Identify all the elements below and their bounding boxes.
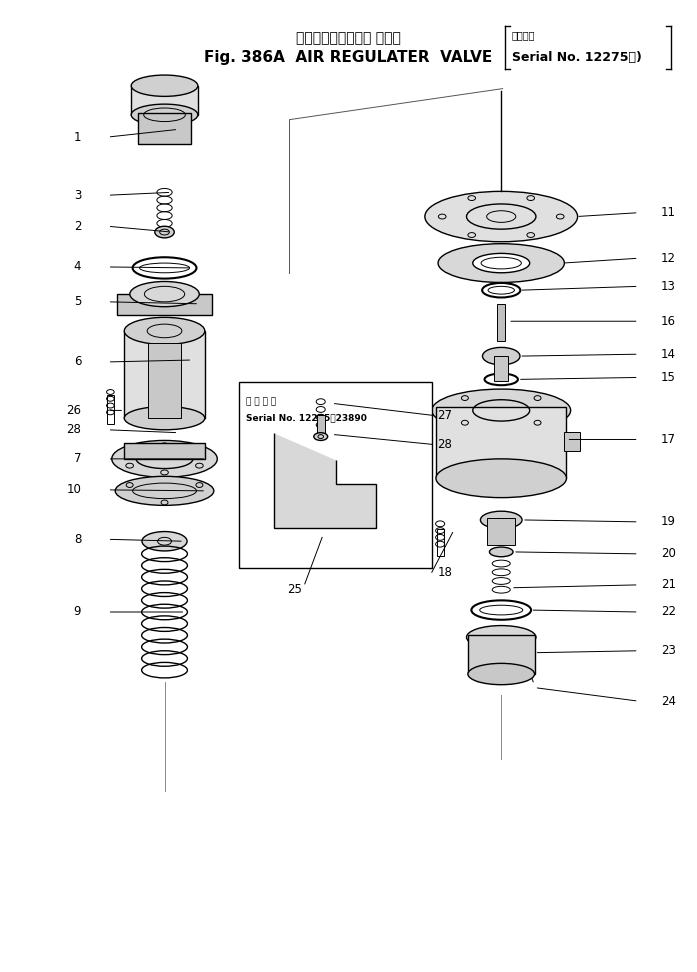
Text: Fig. 386A  AIR REGULATER  VALVE: Fig. 386A AIR REGULATER VALVE	[204, 51, 493, 65]
Text: 21: 21	[661, 578, 676, 591]
Ellipse shape	[436, 459, 567, 498]
Text: 適用号機: 適用号機	[512, 30, 535, 40]
Text: 24: 24	[661, 695, 676, 708]
Text: 14: 14	[661, 348, 676, 361]
Ellipse shape	[314, 433, 328, 440]
Ellipse shape	[124, 317, 205, 344]
Ellipse shape	[432, 389, 571, 432]
Text: 26: 26	[66, 404, 82, 417]
Ellipse shape	[466, 626, 536, 649]
Text: 適 用 号 機: 適 用 号 機	[246, 397, 276, 406]
Bar	[138, 113, 191, 144]
Text: エアーレギュレータ バルブ: エアーレギュレータ バルブ	[296, 31, 401, 46]
Ellipse shape	[489, 547, 513, 557]
Text: 28: 28	[437, 437, 452, 451]
Bar	[124, 443, 205, 459]
Bar	[131, 86, 198, 115]
Ellipse shape	[425, 191, 578, 242]
Ellipse shape	[155, 226, 174, 238]
Bar	[239, 382, 432, 569]
Text: 12: 12	[661, 252, 676, 264]
Text: 5: 5	[74, 295, 82, 308]
Ellipse shape	[480, 511, 522, 529]
Text: 8: 8	[74, 533, 82, 546]
Bar	[107, 395, 114, 424]
Ellipse shape	[468, 663, 535, 684]
Bar	[436, 529, 443, 556]
Text: 11: 11	[661, 206, 676, 219]
Bar	[436, 406, 567, 478]
Bar	[124, 330, 205, 418]
Ellipse shape	[482, 347, 520, 364]
Ellipse shape	[124, 406, 205, 430]
Bar	[494, 356, 508, 381]
Text: 2: 2	[74, 220, 82, 232]
Text: 23: 23	[661, 644, 676, 657]
Polygon shape	[273, 433, 376, 528]
Ellipse shape	[473, 254, 530, 273]
Ellipse shape	[131, 104, 198, 125]
Text: 19: 19	[661, 515, 676, 529]
Ellipse shape	[131, 75, 198, 96]
Text: 13: 13	[661, 280, 676, 293]
Ellipse shape	[130, 282, 199, 307]
Text: 7: 7	[74, 452, 82, 466]
Text: 15: 15	[661, 371, 676, 384]
Bar	[316, 415, 325, 436]
Bar	[468, 636, 535, 674]
Text: 6: 6	[74, 356, 82, 368]
Text: 27: 27	[437, 409, 452, 422]
Text: 20: 20	[661, 547, 676, 560]
Text: 1: 1	[74, 130, 82, 144]
Text: 17: 17	[661, 433, 676, 446]
Text: 3: 3	[74, 189, 82, 202]
Text: Serial No. 12275～): Serial No. 12275～)	[512, 52, 641, 64]
Ellipse shape	[438, 244, 565, 283]
Text: 10: 10	[66, 483, 82, 497]
Text: Serial No. 12275〜23890: Serial No. 12275〜23890	[246, 413, 367, 422]
Text: 28: 28	[66, 423, 82, 436]
Bar	[117, 295, 212, 316]
Text: 18: 18	[437, 566, 452, 578]
Bar	[148, 342, 181, 418]
Bar	[497, 304, 505, 340]
Text: 25: 25	[287, 583, 302, 596]
Bar	[564, 432, 581, 451]
Text: 22: 22	[661, 606, 676, 618]
Text: 4: 4	[74, 260, 82, 273]
Text: 9: 9	[74, 606, 82, 618]
Text: 16: 16	[661, 315, 676, 328]
Ellipse shape	[112, 440, 217, 477]
Ellipse shape	[115, 476, 214, 505]
Bar	[487, 518, 515, 545]
Ellipse shape	[142, 532, 187, 551]
